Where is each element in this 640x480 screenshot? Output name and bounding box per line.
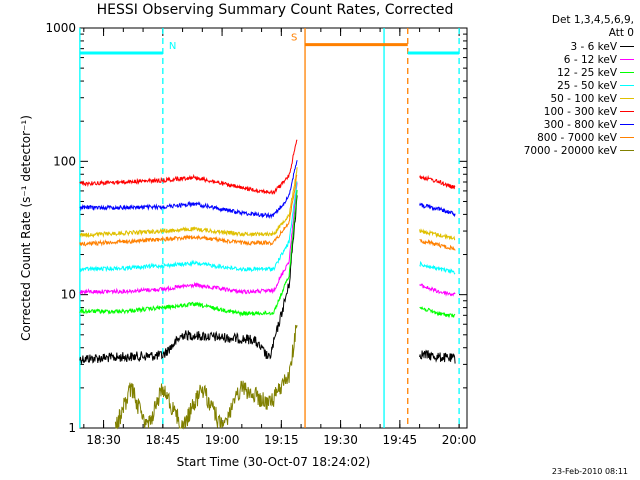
chart-title: HESSI Observing Summary Count Rates, Cor… — [96, 2, 454, 18]
legend-entry: 50 - 100 keV — [478, 92, 634, 105]
series-line — [79, 167, 298, 239]
series-line — [79, 195, 298, 364]
legend-entry-label: 7000 - 20000 keV — [523, 144, 617, 157]
legend-header-attenuator: Att 0 — [608, 27, 634, 39]
legend-entry: 12 - 25 keV — [478, 66, 634, 79]
series-line — [79, 189, 298, 318]
legend-entry-label: 800 - 7000 keV — [537, 131, 617, 144]
legend-swatch — [620, 72, 634, 73]
plot-frame — [79, 27, 468, 429]
series-line — [419, 202, 456, 218]
legend-entry: 7000 - 20000 keV — [478, 144, 634, 157]
legend-entry-label: 3 - 6 keV — [570, 40, 617, 53]
x-tick-label: 19:00 — [205, 433, 240, 447]
legend-entry: 25 - 50 keV — [478, 79, 634, 92]
legend-swatch — [620, 150, 634, 151]
legend-entry-label: 50 - 100 keV — [550, 92, 617, 105]
legend-entry: 800 - 7000 keV — [478, 131, 634, 144]
x-axis-label: Start Time (30-Oct-07 18:24:02) — [177, 455, 371, 469]
x-tick-label: 19:45 — [383, 433, 418, 447]
legend-entry-label: 12 - 25 keV — [557, 66, 617, 79]
legend-entry-label: 25 - 50 keV — [557, 79, 617, 92]
series-line — [419, 260, 456, 275]
x-tick-label: 18:30 — [86, 433, 121, 447]
series-line — [79, 160, 298, 220]
x-tick-label: 19:15 — [264, 433, 299, 447]
legend-header-detectors: Det 1,3,4,5,6,9, — [551, 14, 634, 26]
generated-timestamp: 23-Feb-2010 08:11 — [551, 467, 628, 476]
y-tick-label: 1 — [68, 421, 76, 435]
series-line — [419, 349, 456, 364]
legend-entry-label: 100 - 300 keV — [543, 105, 617, 118]
series-line — [79, 181, 298, 273]
x-tick-label: 18:45 — [146, 433, 181, 447]
series-line — [79, 174, 298, 247]
series-line — [419, 228, 456, 241]
series-line — [419, 306, 456, 319]
legend-entry: 300 - 800 keV — [478, 118, 634, 131]
y-tick-label: 1000 — [45, 21, 76, 35]
series-line — [79, 139, 298, 195]
x-tick-label: 19:30 — [323, 433, 358, 447]
legend-entry-label: 300 - 800 keV — [543, 118, 617, 131]
legend-swatch — [620, 98, 634, 99]
y-tick-label: 100 — [53, 154, 76, 168]
legend-entry-label: 6 - 12 keV — [563, 53, 617, 66]
series-line — [419, 238, 456, 251]
series-line — [114, 324, 298, 430]
series-line — [79, 182, 298, 295]
legend-swatch — [620, 46, 634, 47]
x-tick-label: 20:00 — [442, 433, 477, 447]
legend: Det 1,3,4,5,6,9, Att 0 3 - 6 keV 6 - 12 k… — [478, 14, 634, 157]
legend-swatch — [620, 111, 634, 112]
annotation-label: S — [291, 33, 297, 44]
y-axis-label: Corrected Count Rate (s⁻¹ detector⁻¹) — [19, 115, 33, 341]
legend-entries: 3 - 6 keV 6 - 12 keV 12 - 25 keV 25 - 50 ke… — [478, 40, 634, 157]
legend-swatch — [620, 59, 634, 60]
legend-entry: 6 - 12 keV — [478, 53, 634, 66]
legend-swatch — [620, 85, 634, 86]
series-line — [419, 283, 456, 297]
annotation-label: N — [169, 41, 176, 52]
legend-swatch — [620, 124, 634, 125]
legend-entry: 3 - 6 keV — [478, 40, 634, 53]
y-tick-label: 10 — [61, 288, 76, 302]
legend-swatch — [620, 137, 634, 138]
legend-entry: 100 - 300 keV — [478, 105, 634, 118]
series-line — [419, 174, 456, 190]
